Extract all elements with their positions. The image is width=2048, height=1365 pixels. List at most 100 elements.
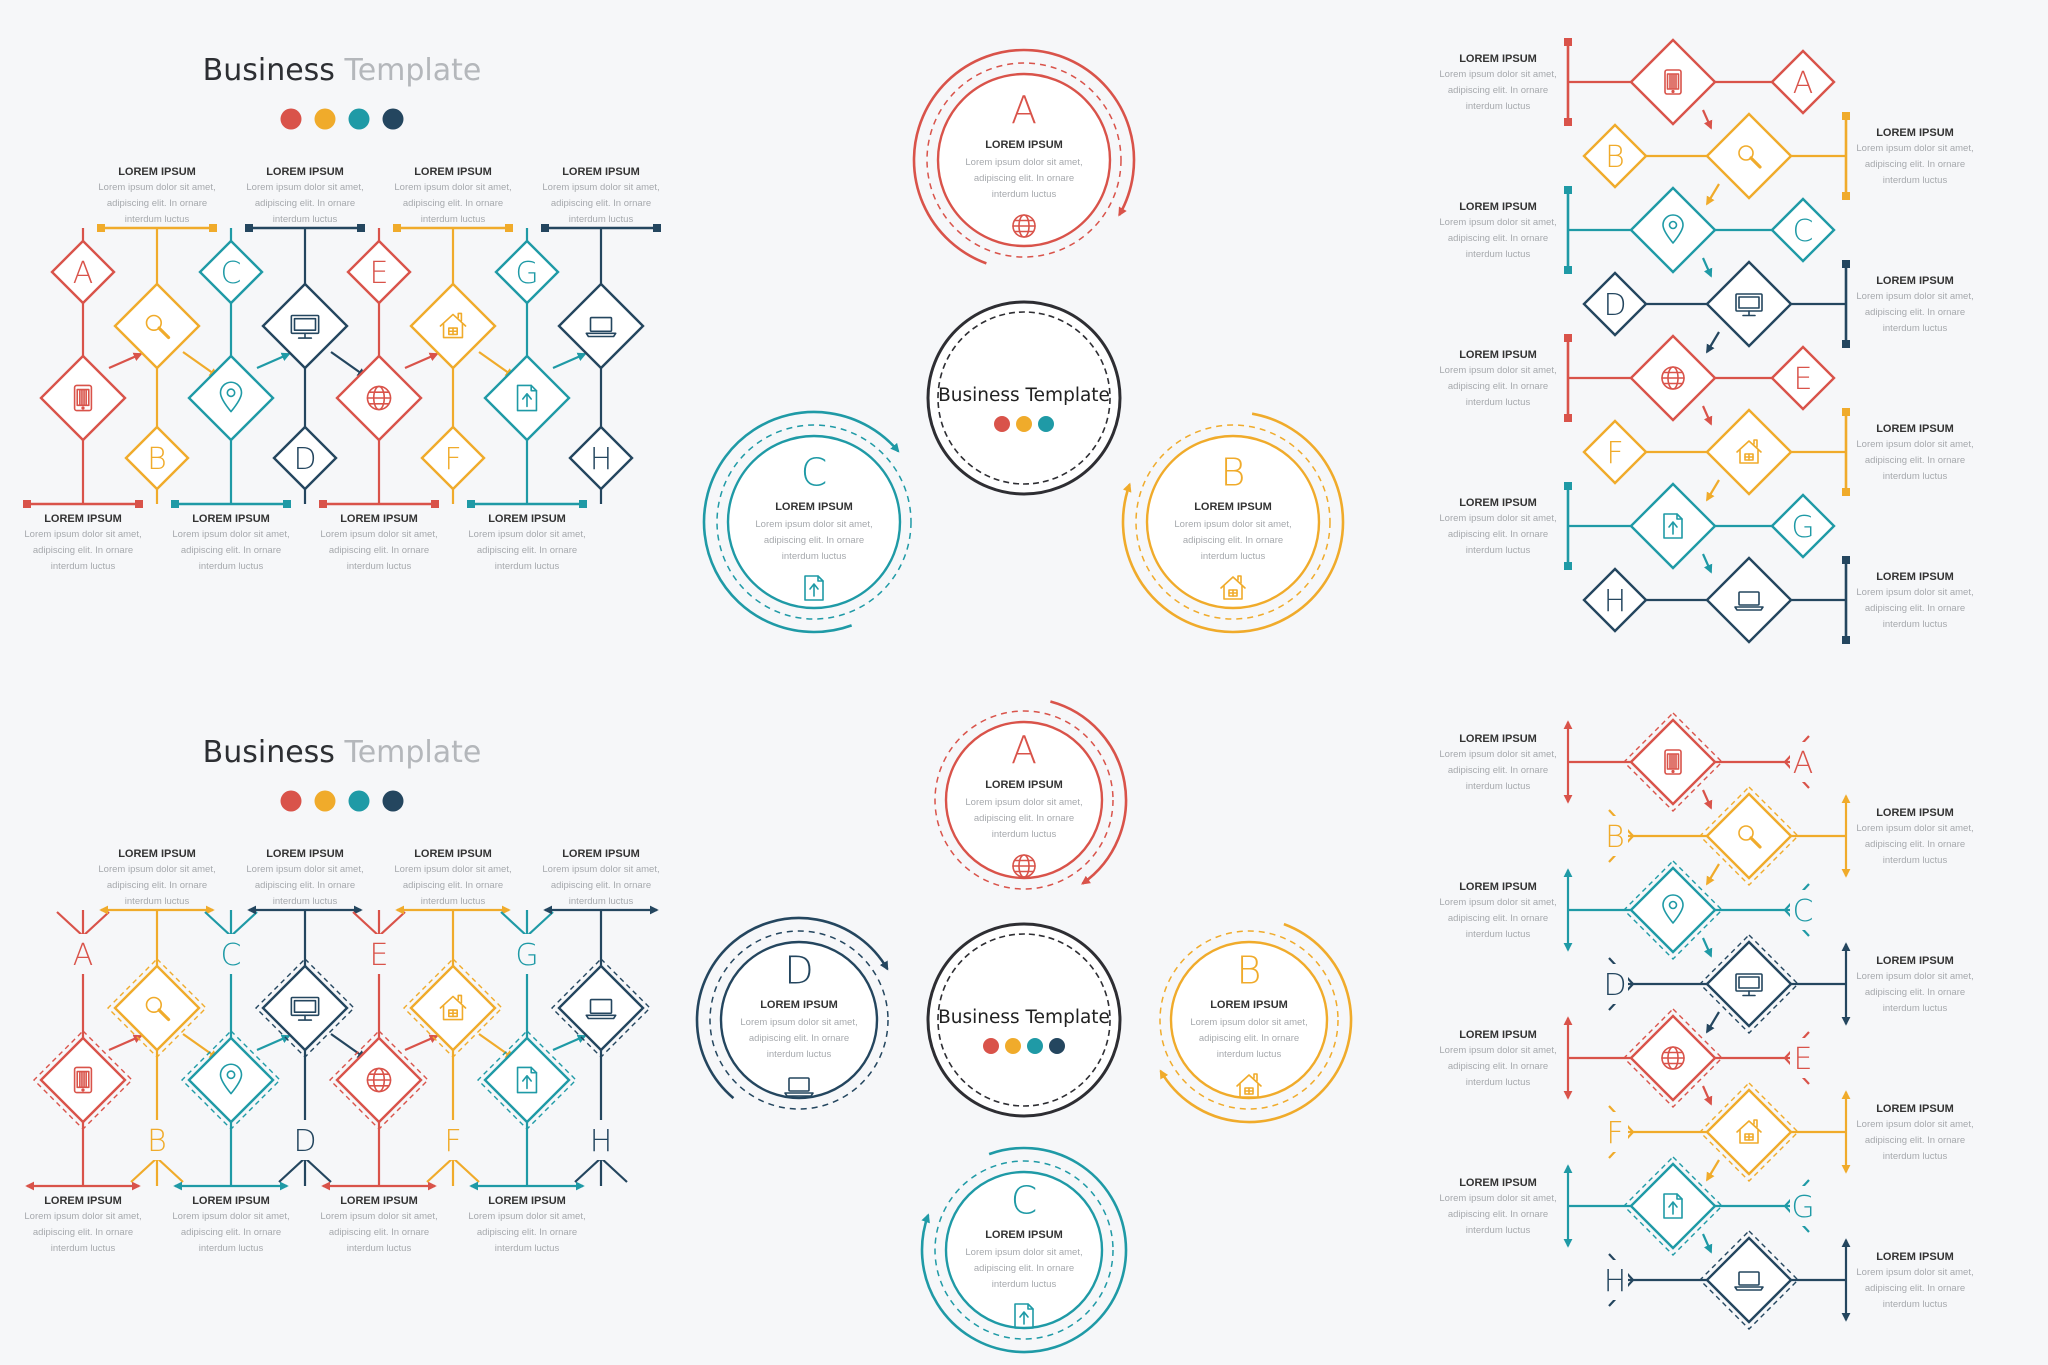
diamond-shape: [1770, 197, 1836, 263]
color-dot: [1027, 1038, 1043, 1054]
lorem-line: Lorem ipsum dolor sit amet,: [468, 1211, 585, 1222]
bar-end: [23, 500, 31, 508]
diamond-shape: [1705, 1088, 1793, 1176]
diamond-shape: [1705, 792, 1793, 880]
icon-diamond: [1705, 260, 1793, 348]
lorem-text-block: LOREM IPSUM Lorem ipsum dolor sit amet, ad…: [1439, 1177, 1556, 1236]
lorem-heading: LOREM IPSUM: [1459, 1177, 1537, 1189]
bar-end: [393, 224, 401, 232]
lorem-line: interdum luctus: [199, 561, 264, 572]
house-icon: [439, 312, 467, 339]
bar-end: [431, 500, 439, 508]
diamond-shape: [1582, 271, 1648, 337]
step-letter: E: [370, 938, 389, 973]
lorem-line: Lorem ipsum dolor sit amet,: [1856, 143, 1973, 154]
bar-end: [1842, 408, 1850, 416]
letter-diamond: [494, 239, 560, 305]
icon-diamond: [1699, 934, 1799, 1034]
letter-diamond: [198, 239, 264, 305]
bar-end: [505, 224, 513, 232]
timeline-column: H LOREM IPSUM Lorem ipsum dolor sit amet, a…: [541, 166, 661, 504]
timeline-column: H LOREM IPSUM Lorem ipsum dolor sit amet, a…: [542, 848, 660, 1186]
diamond-dashed-outline: [1623, 860, 1723, 960]
lorem-heading: LOREM IPSUM: [775, 501, 853, 513]
icon-diamond: [1629, 38, 1717, 126]
dashed-ring: [934, 1160, 1114, 1340]
center-circle: Business Template: [926, 922, 1122, 1118]
lorem-line: interdum luctus: [569, 896, 634, 907]
letter-diamond: [1770, 197, 1836, 263]
timeline-column: F LOREM IPSUM Lorem ipsum dolor sit amet, a…: [393, 166, 515, 504]
bar-end: [1842, 192, 1850, 200]
timeline-row: E LOREM IPSUM Lorem ipsum dolor sit amet, a…: [1439, 334, 1836, 426]
lorem-line: Lorem ipsum dolor sit amet,: [1439, 365, 1556, 376]
lorem-text-block: LOREM IPSUM Lorem ipsum dolor sit amet, ad…: [1439, 53, 1556, 112]
lorem-line: interdum luctus: [1466, 101, 1531, 112]
house-icon: [1736, 439, 1762, 464]
cycle-item-a: A LOREM IPSUM Lorem ipsum dolor sit amet, a…: [912, 48, 1136, 265]
icon-diamond: [181, 1030, 281, 1130]
house-icon: [1736, 1119, 1762, 1144]
icon-diamond: [1699, 1082, 1799, 1182]
color-dot: [382, 790, 404, 812]
step-letter: C: [801, 451, 828, 495]
lorem-line: Lorem ipsum dolor sit amet,: [1856, 1119, 1973, 1130]
center-ring: [926, 300, 1122, 496]
diamond-shape: [113, 964, 201, 1052]
diamond-shape: [1770, 49, 1836, 115]
bar-end: [1842, 636, 1850, 644]
color-dot: [382, 108, 404, 130]
timeline-row: F LOREM IPSUM Lorem ipsum dolor sit amet, a…: [1582, 408, 1974, 502]
lorem-text-block: LOREM IPSUM Lorem ipsum dolor sit amet, ad…: [172, 513, 289, 572]
lorem-line: interdum luctus: [1883, 619, 1948, 630]
lorem-heading: LOREM IPSUM: [266, 848, 344, 860]
lorem-line: interdum luctus: [273, 214, 338, 225]
globe-icon: [1661, 1046, 1685, 1070]
search-icon: [1738, 825, 1762, 849]
lorem-line: interdum luctus: [1466, 1225, 1531, 1236]
lorem-heading: LOREM IPSUM: [1876, 127, 1954, 139]
step-letter: C: [1011, 1179, 1038, 1223]
lorem-heading: LOREM IPSUM: [1459, 201, 1537, 213]
letter-bg: [1602, 1112, 1628, 1152]
diamond-shape: [1705, 940, 1793, 1028]
lorem-line: adipiscing elit. In ornare: [1448, 529, 1548, 540]
map-pin-icon: [1662, 894, 1684, 924]
lorem-heading: LOREM IPSUM: [1459, 1029, 1537, 1041]
lorem-heading: LOREM IPSUM: [1459, 497, 1537, 509]
diamond-shape: [1582, 123, 1648, 189]
lorem-heading: LOREM IPSUM: [44, 1195, 122, 1207]
laptop-icon: [784, 1077, 814, 1097]
connector-arrow: [404, 1034, 439, 1052]
lorem-heading: LOREM IPSUM: [1876, 955, 1954, 967]
inner-ring: [936, 72, 1112, 248]
timeline-row: A LOREM IPSUM Lorem ipsum dolor sit amet, a…: [1439, 712, 1816, 812]
globe-icon: [1012, 214, 1036, 238]
bar-end: [209, 224, 217, 232]
lorem-line: adipiscing elit. In ornare: [974, 173, 1074, 184]
timeline-column: G LOREM IPSUM Lorem ipsum dolor sit amet, a…: [467, 228, 587, 572]
lorem-line: interdum luctus: [1466, 397, 1531, 408]
title-word-1: Business: [203, 735, 345, 770]
connector-arrow: [478, 351, 515, 378]
lorem-line: Lorem ipsum dolor sit amet,: [1856, 291, 1973, 302]
center-dashed-ring: [937, 311, 1111, 485]
lorem-heading: LOREM IPSUM: [1459, 881, 1537, 893]
letter-diamond: [1582, 123, 1648, 189]
bar-end: [1564, 562, 1572, 570]
lorem-text-block: LOREM IPSUM Lorem ipsum dolor sit amet, ad…: [1439, 497, 1556, 556]
timeline-column: F LOREM IPSUM Lorem ipsum dolor sit amet, a…: [394, 848, 515, 1186]
upload-file-icon: [516, 1066, 538, 1094]
step-letter: A: [1793, 746, 1814, 781]
outer-arrow-arc: [1159, 922, 1353, 1124]
color-dot: [1016, 416, 1032, 432]
lorem-line: interdum luctus: [495, 1243, 560, 1254]
letter-bg: [217, 934, 245, 974]
tablet-icon: [73, 384, 93, 412]
connector-arrow: [552, 1034, 587, 1052]
lorem-line: adipiscing elit. In ornare: [551, 880, 651, 891]
lorem-line: adipiscing elit. In ornare: [403, 880, 503, 891]
lorem-text-block: LOREM IPSUM Lorem ipsum dolor sit amet, ad…: [98, 848, 215, 907]
diamond-shape: [1629, 38, 1717, 126]
diamond-shape: [1705, 408, 1793, 496]
